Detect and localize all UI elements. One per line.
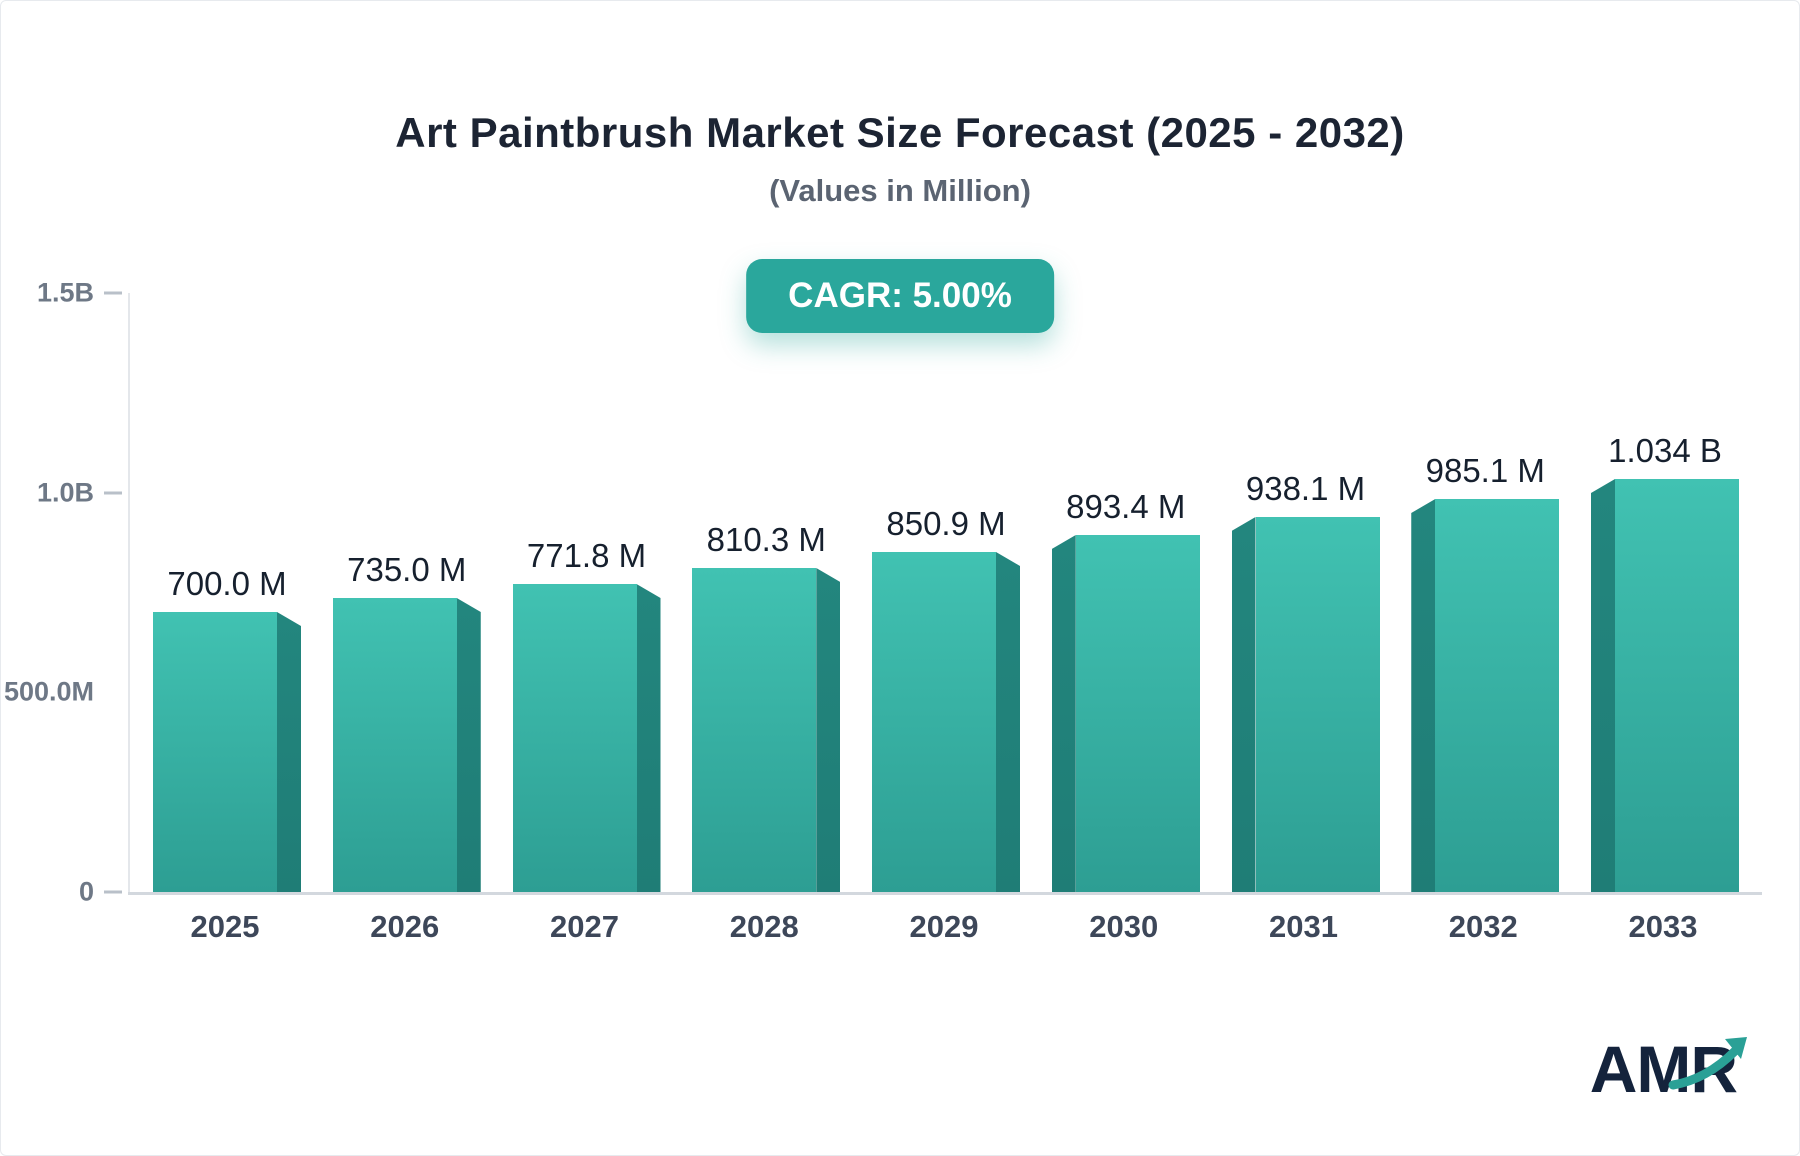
bar-side-face	[1051, 535, 1076, 892]
x-axis-label: 2032	[1448, 909, 1518, 944]
bar-side-face	[1411, 499, 1436, 892]
y-axis-tick-label: 0	[78, 876, 94, 907]
bar	[332, 598, 481, 892]
bar-side-face	[1231, 517, 1256, 892]
x-axis-label: 2031	[1269, 909, 1338, 944]
x-axis-label: 2025	[190, 909, 260, 944]
bar	[512, 584, 661, 892]
y-axis-tick-label: 1.0B	[36, 477, 94, 508]
bar-value-label: 1.034 B	[1608, 432, 1722, 469]
bar-value-label: 735.0 M	[347, 551, 467, 588]
y-axis-tick: 500.0M	[4, 677, 126, 708]
y-axis-tick-label: 500.0M	[3, 676, 94, 707]
bar-side-face	[996, 552, 1020, 892]
bar-front-face	[872, 552, 996, 892]
bar-front-face	[1435, 499, 1560, 892]
bar-value-label: 810.3 M	[706, 521, 826, 558]
bar-value-label: 938.1 M	[1245, 470, 1366, 507]
bar-value-label: 893.4 M	[1066, 488, 1186, 525]
bar-side-face	[277, 612, 301, 892]
bar-group: 771.8 M	[512, 537, 662, 892]
x-axis-label: 2033	[1628, 909, 1698, 944]
x-axis-label: 2028	[729, 909, 799, 944]
x-axis-line	[128, 892, 1762, 895]
bar-side-face	[816, 568, 841, 892]
bar-front-face	[332, 598, 457, 892]
bar-side-face	[456, 598, 481, 892]
x-axis-label: 2027	[550, 909, 619, 944]
bar	[872, 552, 1020, 892]
y-axis-tick-mark	[104, 890, 122, 894]
y-axis-tick: 1.0B	[37, 477, 126, 508]
x-axis-labels: 2025 2026 2027 2028 2029 2030 2031 2032 2033	[128, 909, 1760, 945]
bar	[692, 568, 841, 892]
bars-row: 700.0 M 735.0 M 771.8 M 810.3 M 850.9 M 893.4…	[130, 293, 1762, 892]
bar-value-label: 985.1 M	[1425, 452, 1545, 489]
cagr-badge: CAGR: 5.00%	[746, 259, 1054, 333]
y-axis-tick-mark	[104, 291, 122, 295]
amr-logo: AMR	[1527, 1029, 1747, 1109]
bar-value-label: 771.8 M	[526, 537, 647, 574]
bar	[1411, 499, 1560, 892]
bar	[1591, 479, 1739, 892]
bar-group: 985.1 M	[1410, 452, 1560, 892]
bar-value-label: 700.0 M	[167, 565, 287, 602]
bar-value-label: 850.9 M	[886, 505, 1006, 542]
bar	[1231, 517, 1380, 892]
bar-group: 893.4 M	[1051, 488, 1201, 892]
plot-area: 700.0 M 735.0 M 771.8 M 810.3 M 850.9 M 893.4…	[128, 293, 1762, 895]
x-axis-label: 2030	[1089, 909, 1159, 944]
bar-front-face	[512, 584, 637, 892]
y-axis-tick-label: 1.5B	[36, 277, 94, 308]
y-axis-tick: 0	[79, 877, 126, 908]
chart-title: Art Paintbrush Market Size Forecast (202…	[395, 109, 1405, 156]
bar-group: 938.1 M	[1231, 470, 1381, 892]
bar-front-face	[1615, 479, 1739, 892]
x-axis-label: 2029	[909, 909, 979, 944]
x-axis-label: 2026	[370, 909, 440, 944]
y-axis: 1.5B 1.0B 500.0M 0	[1, 278, 126, 907]
bar-group: 700.0 M	[152, 565, 302, 892]
bar-front-face	[692, 568, 817, 892]
y-axis-tick-mark	[104, 491, 122, 495]
bar-front-face	[153, 612, 277, 892]
chart-subtitle: (Values in Million)	[769, 173, 1031, 208]
bar-front-face	[1075, 535, 1200, 892]
y-axis-tick: 1.5B	[37, 278, 126, 309]
bar	[153, 612, 301, 892]
bar-front-face	[1255, 517, 1380, 892]
bar-group: 810.3 M	[691, 521, 841, 892]
bar-side-face	[1591, 479, 1615, 892]
bar-group: 735.0 M	[332, 551, 482, 892]
bar	[1051, 535, 1200, 892]
bar-side-face	[636, 584, 661, 892]
amr-logo-arrow-icon	[1668, 1037, 1747, 1090]
bar-group: 850.9 M	[871, 505, 1021, 892]
bar-group: 1.034 B	[1590, 432, 1740, 892]
